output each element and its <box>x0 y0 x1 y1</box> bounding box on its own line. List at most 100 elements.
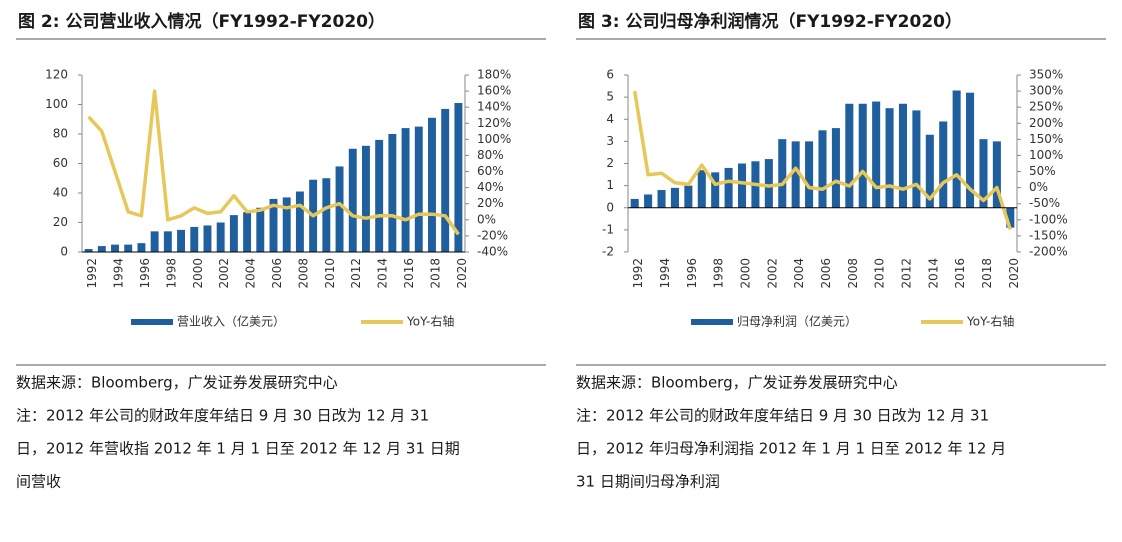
bar <box>335 166 344 252</box>
x-tick-label: 2012 <box>899 258 913 289</box>
bar <box>190 226 199 252</box>
x-tick-label: 2002 <box>217 258 231 289</box>
y-tick-label: 60 <box>53 156 68 170</box>
note: 间营收 <box>16 473 61 491</box>
note: 日，2012 年归母净利润指 2012 年 1 月 1 日至 2012 年 12… <box>576 440 1006 458</box>
x-tick-label: 2020 <box>1007 258 1021 289</box>
y-tick-label: 0 <box>606 200 614 214</box>
bar <box>939 121 948 208</box>
y2-tick-label: -100% <box>1029 212 1068 226</box>
bar <box>84 249 93 252</box>
x-tick-label: 2002 <box>765 258 779 289</box>
x-tick-label: 1994 <box>112 258 126 289</box>
bar <box>97 246 106 252</box>
x-tick-label: 2004 <box>792 258 806 289</box>
y-tick-label: 40 <box>53 186 68 200</box>
bar <box>375 139 384 252</box>
bar <box>177 229 186 252</box>
bar <box>778 139 787 208</box>
legend-swatch <box>131 319 173 325</box>
bar <box>111 244 119 252</box>
bar <box>348 148 357 252</box>
x-tick-label: 2016 <box>402 258 416 289</box>
y2-tick-label: 160% <box>477 84 511 98</box>
bar <box>137 243 146 252</box>
y2-tick-label: 20% <box>477 196 504 210</box>
bar <box>229 215 238 252</box>
x-tick-label: 2008 <box>846 258 860 289</box>
x-tick-label: 2010 <box>873 258 887 289</box>
x-tick-label: 2014 <box>376 258 390 289</box>
y2-tick-label: -20% <box>477 228 508 242</box>
bar <box>925 134 934 208</box>
bar <box>670 187 679 208</box>
bar <box>401 128 410 252</box>
bar <box>845 103 854 208</box>
bar <box>872 101 881 208</box>
line <box>87 89 460 236</box>
figure-title: 图 3: 公司归母净利润情况（FY1992-FY2020） <box>578 11 962 32</box>
y-tick-label: 20 <box>53 215 68 229</box>
x-tick-label: 1998 <box>164 258 178 289</box>
note: 注：2012 年公司的财政年度年结日 9 月 30 日改为 12 月 31 <box>576 407 989 425</box>
bar <box>992 141 1001 208</box>
y-tick-label: 120 <box>45 68 68 82</box>
bar <box>203 225 212 252</box>
bar <box>657 190 666 208</box>
y2-tick-label: 140% <box>477 100 511 114</box>
y2-tick-label: -200% <box>1029 245 1068 259</box>
bar <box>414 126 423 252</box>
x-tick-label: 1992 <box>631 258 645 289</box>
y2-tick-label: -150% <box>1029 228 1068 242</box>
bar <box>1006 207 1015 228</box>
y-tick-label: -1 <box>602 222 614 236</box>
y2-tick-label: 180% <box>477 68 511 82</box>
figure-title: 图 2: 公司营业收入情况（FY1992-FY2020） <box>18 11 385 32</box>
y2-tick-label: 150% <box>1029 132 1063 146</box>
bar <box>124 244 133 252</box>
x-tick-label: 1998 <box>712 258 726 289</box>
x-tick-label: 2016 <box>953 258 967 289</box>
y2-tick-label: 350% <box>1029 68 1063 82</box>
y-tick-label: 5 <box>606 90 614 104</box>
y2-tick-label: 50% <box>1029 164 1056 178</box>
legend-label: YoY-右轴 <box>406 314 454 329</box>
note: 日，2012 年营收指 2012 年 1 月 1 日至 2012 年 12 月 … <box>16 440 460 458</box>
bar <box>791 141 800 208</box>
line <box>632 90 1012 231</box>
bar <box>388 134 397 252</box>
x-tick-label: 1992 <box>85 258 99 289</box>
source: 数据来源：Bloomberg，广发证券发展研究中心 <box>576 374 898 392</box>
bar <box>644 194 653 208</box>
x-tick-label: 2006 <box>270 258 284 289</box>
y2-tick-label: 40% <box>477 180 504 194</box>
bar <box>818 130 827 208</box>
y-tick-label: 80 <box>53 127 68 141</box>
x-tick-label: 2010 <box>323 258 337 289</box>
y-tick-label: -2 <box>602 245 614 259</box>
bar <box>737 163 747 208</box>
x-tick-label: 1996 <box>138 258 152 289</box>
bar <box>966 92 975 208</box>
bar <box>912 110 921 208</box>
y-tick-label: 6 <box>606 68 614 82</box>
bar <box>684 185 693 208</box>
note: 注：2012 年公司的财政年度年结日 9 月 30 日改为 12 月 31 <box>16 407 429 425</box>
source: 数据来源：Bloomberg，广发证券发展研究中心 <box>16 374 338 392</box>
bar <box>858 103 867 208</box>
bar <box>441 108 450 252</box>
y2-tick-label: 0% <box>477 212 496 226</box>
x-tick-label: 2004 <box>244 258 258 289</box>
bar <box>269 198 278 252</box>
x-tick-label: 2018 <box>428 258 442 289</box>
bar <box>322 178 331 252</box>
y-tick-label: 2 <box>606 156 614 170</box>
y-tick-label: 100 <box>45 97 68 111</box>
bar <box>216 222 225 252</box>
y2-tick-label: 100% <box>1029 148 1063 162</box>
legend-label: YoY-右轴 <box>966 314 1014 329</box>
legend-label: 营业收入（亿美元） <box>177 314 285 329</box>
y-tick-label: 3 <box>606 134 614 148</box>
